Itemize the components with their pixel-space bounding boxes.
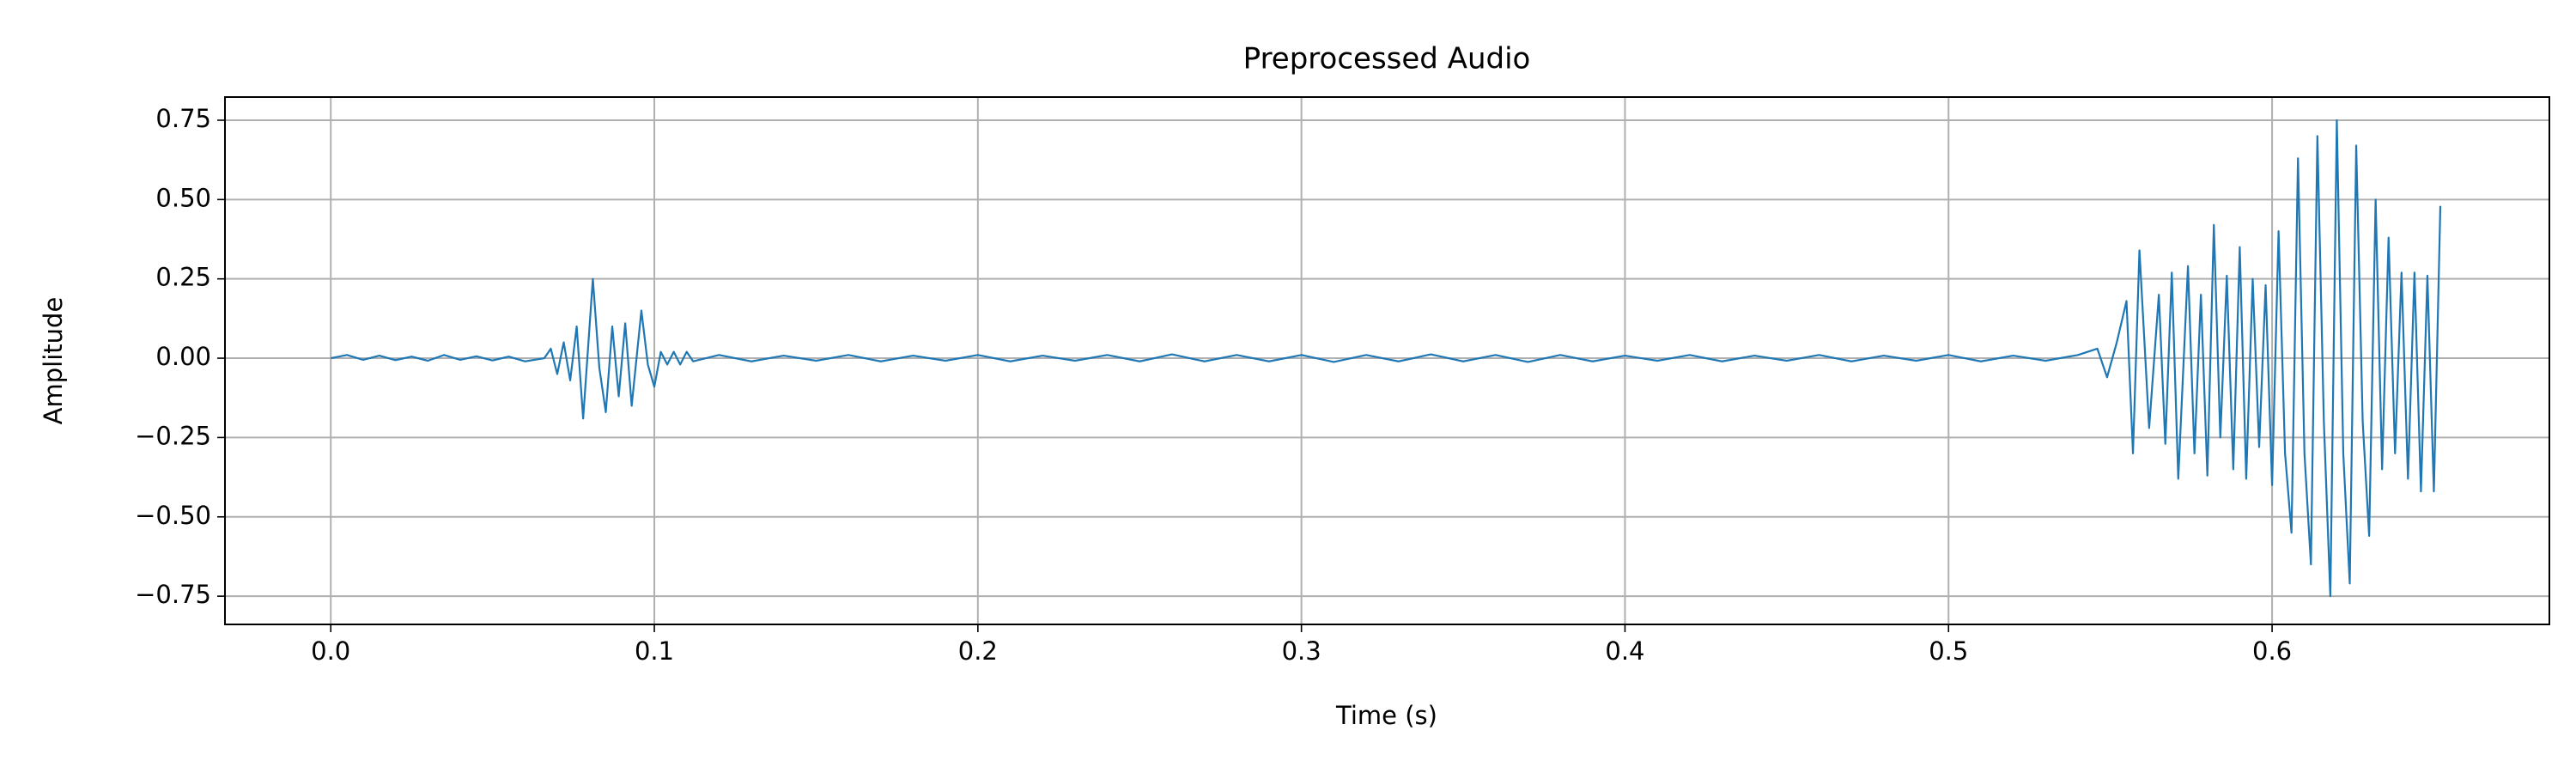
x-tick-label: 0.0: [311, 636, 350, 666]
x-tick-label: 0.1: [635, 636, 674, 666]
x-tick-label: 0.2: [958, 636, 998, 666]
x-axis-label: Time (s): [1335, 701, 1437, 730]
y-tick-label: 0.25: [155, 263, 211, 292]
x-tick-label: 0.5: [1929, 636, 1968, 666]
chart-title: Preprocessed Audio: [1243, 42, 1531, 76]
y-tick-label: −0.25: [135, 421, 211, 450]
y-tick-label: 0.75: [155, 104, 211, 133]
y-tick-label: 0.00: [155, 342, 211, 371]
waveform-line: [331, 119, 2442, 598]
y-axis-label: Amplitude: [39, 297, 68, 425]
x-tick-label: 0.4: [1605, 636, 1644, 666]
y-tick-label: −0.50: [135, 501, 211, 530]
y-tick-label: 0.50: [155, 183, 211, 212]
y-tick-label: −0.75: [135, 580, 211, 609]
x-tick-label: 0.3: [1282, 636, 1321, 666]
x-tick-label: 0.6: [2252, 636, 2292, 666]
plot-frame: [224, 96, 2550, 625]
